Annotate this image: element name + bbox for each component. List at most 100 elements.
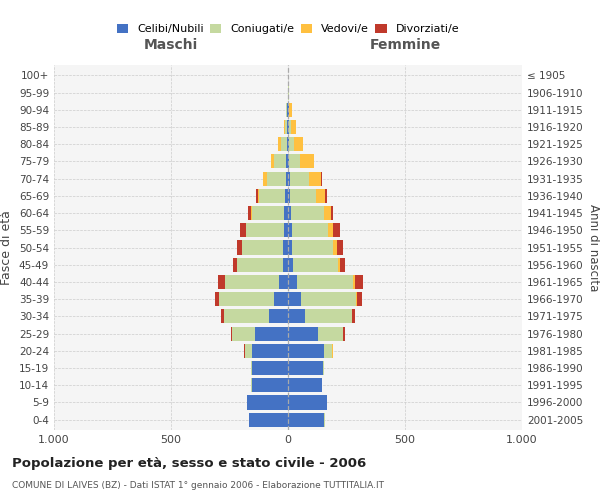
Bar <box>288 258 345 272</box>
Bar <box>288 344 332 358</box>
Bar <box>244 344 288 358</box>
Bar <box>245 344 288 358</box>
Bar <box>249 412 288 426</box>
Bar <box>231 326 288 340</box>
Bar <box>251 361 288 375</box>
Bar <box>288 206 333 220</box>
Bar <box>287 120 288 134</box>
Bar <box>288 310 352 324</box>
Bar <box>251 378 288 392</box>
Bar <box>288 102 292 117</box>
Bar <box>271 154 288 168</box>
Bar <box>288 396 327 409</box>
Bar <box>221 310 288 324</box>
Bar <box>288 310 355 324</box>
Bar <box>288 258 340 272</box>
Bar <box>284 120 288 134</box>
Bar <box>288 412 325 426</box>
Bar <box>288 206 331 220</box>
Text: Femmine: Femmine <box>370 38 440 52</box>
Bar <box>215 292 288 306</box>
Bar <box>288 172 322 185</box>
Bar <box>245 223 288 238</box>
Bar <box>288 258 293 272</box>
Bar <box>267 172 288 185</box>
Bar <box>283 240 288 254</box>
Y-axis label: Anni di nascita: Anni di nascita <box>587 204 600 291</box>
Bar <box>249 412 288 426</box>
Bar <box>286 102 288 117</box>
Bar <box>251 361 288 375</box>
Bar <box>288 344 333 358</box>
Bar <box>288 378 322 392</box>
Bar <box>219 292 288 306</box>
Bar <box>237 258 288 272</box>
Bar <box>284 120 288 134</box>
Bar <box>278 137 288 152</box>
Bar <box>284 206 288 220</box>
Bar <box>252 361 288 375</box>
Bar <box>288 154 289 168</box>
Bar <box>287 102 288 117</box>
Bar <box>219 292 288 306</box>
Bar <box>288 172 322 185</box>
Bar <box>288 275 355 289</box>
Bar <box>288 240 292 254</box>
Bar <box>255 326 288 340</box>
Bar <box>288 361 324 375</box>
Bar <box>288 275 297 289</box>
Bar <box>288 292 362 306</box>
Bar <box>271 154 288 168</box>
Bar <box>237 258 288 272</box>
Bar <box>286 172 288 185</box>
Bar <box>286 102 288 117</box>
Bar <box>288 412 324 426</box>
Bar <box>257 189 288 203</box>
Bar <box>256 189 288 203</box>
Bar <box>247 396 288 409</box>
Bar <box>288 189 325 203</box>
Bar <box>232 326 288 340</box>
Bar <box>274 154 288 168</box>
Bar <box>288 223 332 238</box>
Bar <box>288 326 344 340</box>
Bar <box>288 361 324 375</box>
Bar <box>252 206 288 220</box>
Bar <box>247 396 288 409</box>
Bar <box>288 361 324 375</box>
Bar <box>288 326 343 340</box>
Bar <box>278 137 288 152</box>
Bar <box>284 223 288 238</box>
Bar <box>218 275 288 289</box>
Bar <box>252 344 288 358</box>
Bar <box>288 223 340 238</box>
Bar <box>288 275 353 289</box>
Bar <box>288 396 327 409</box>
Bar <box>247 396 288 409</box>
Bar <box>288 378 322 392</box>
Bar <box>233 258 288 272</box>
Bar <box>286 102 288 117</box>
Bar <box>237 240 288 254</box>
Bar <box>288 292 357 306</box>
Text: COMUNE DI LAIVES (BZ) - Dati ISTAT 1° gennaio 2006 - Elaborazione TUTTITALIA.IT: COMUNE DI LAIVES (BZ) - Dati ISTAT 1° ge… <box>12 480 384 490</box>
Bar <box>288 189 326 203</box>
Bar <box>288 102 292 117</box>
Bar <box>288 344 324 358</box>
Bar <box>274 292 288 306</box>
Bar <box>248 206 288 220</box>
Bar <box>288 206 323 220</box>
Bar <box>278 275 288 289</box>
Bar <box>288 206 291 220</box>
Bar <box>288 137 289 152</box>
Bar <box>288 344 332 358</box>
Bar <box>288 189 290 203</box>
Bar <box>288 223 292 238</box>
Bar <box>288 240 337 254</box>
Bar <box>288 292 301 306</box>
Bar <box>288 137 303 152</box>
Bar <box>288 412 325 426</box>
Bar <box>288 86 289 100</box>
Bar <box>263 172 288 185</box>
Bar <box>288 172 308 185</box>
